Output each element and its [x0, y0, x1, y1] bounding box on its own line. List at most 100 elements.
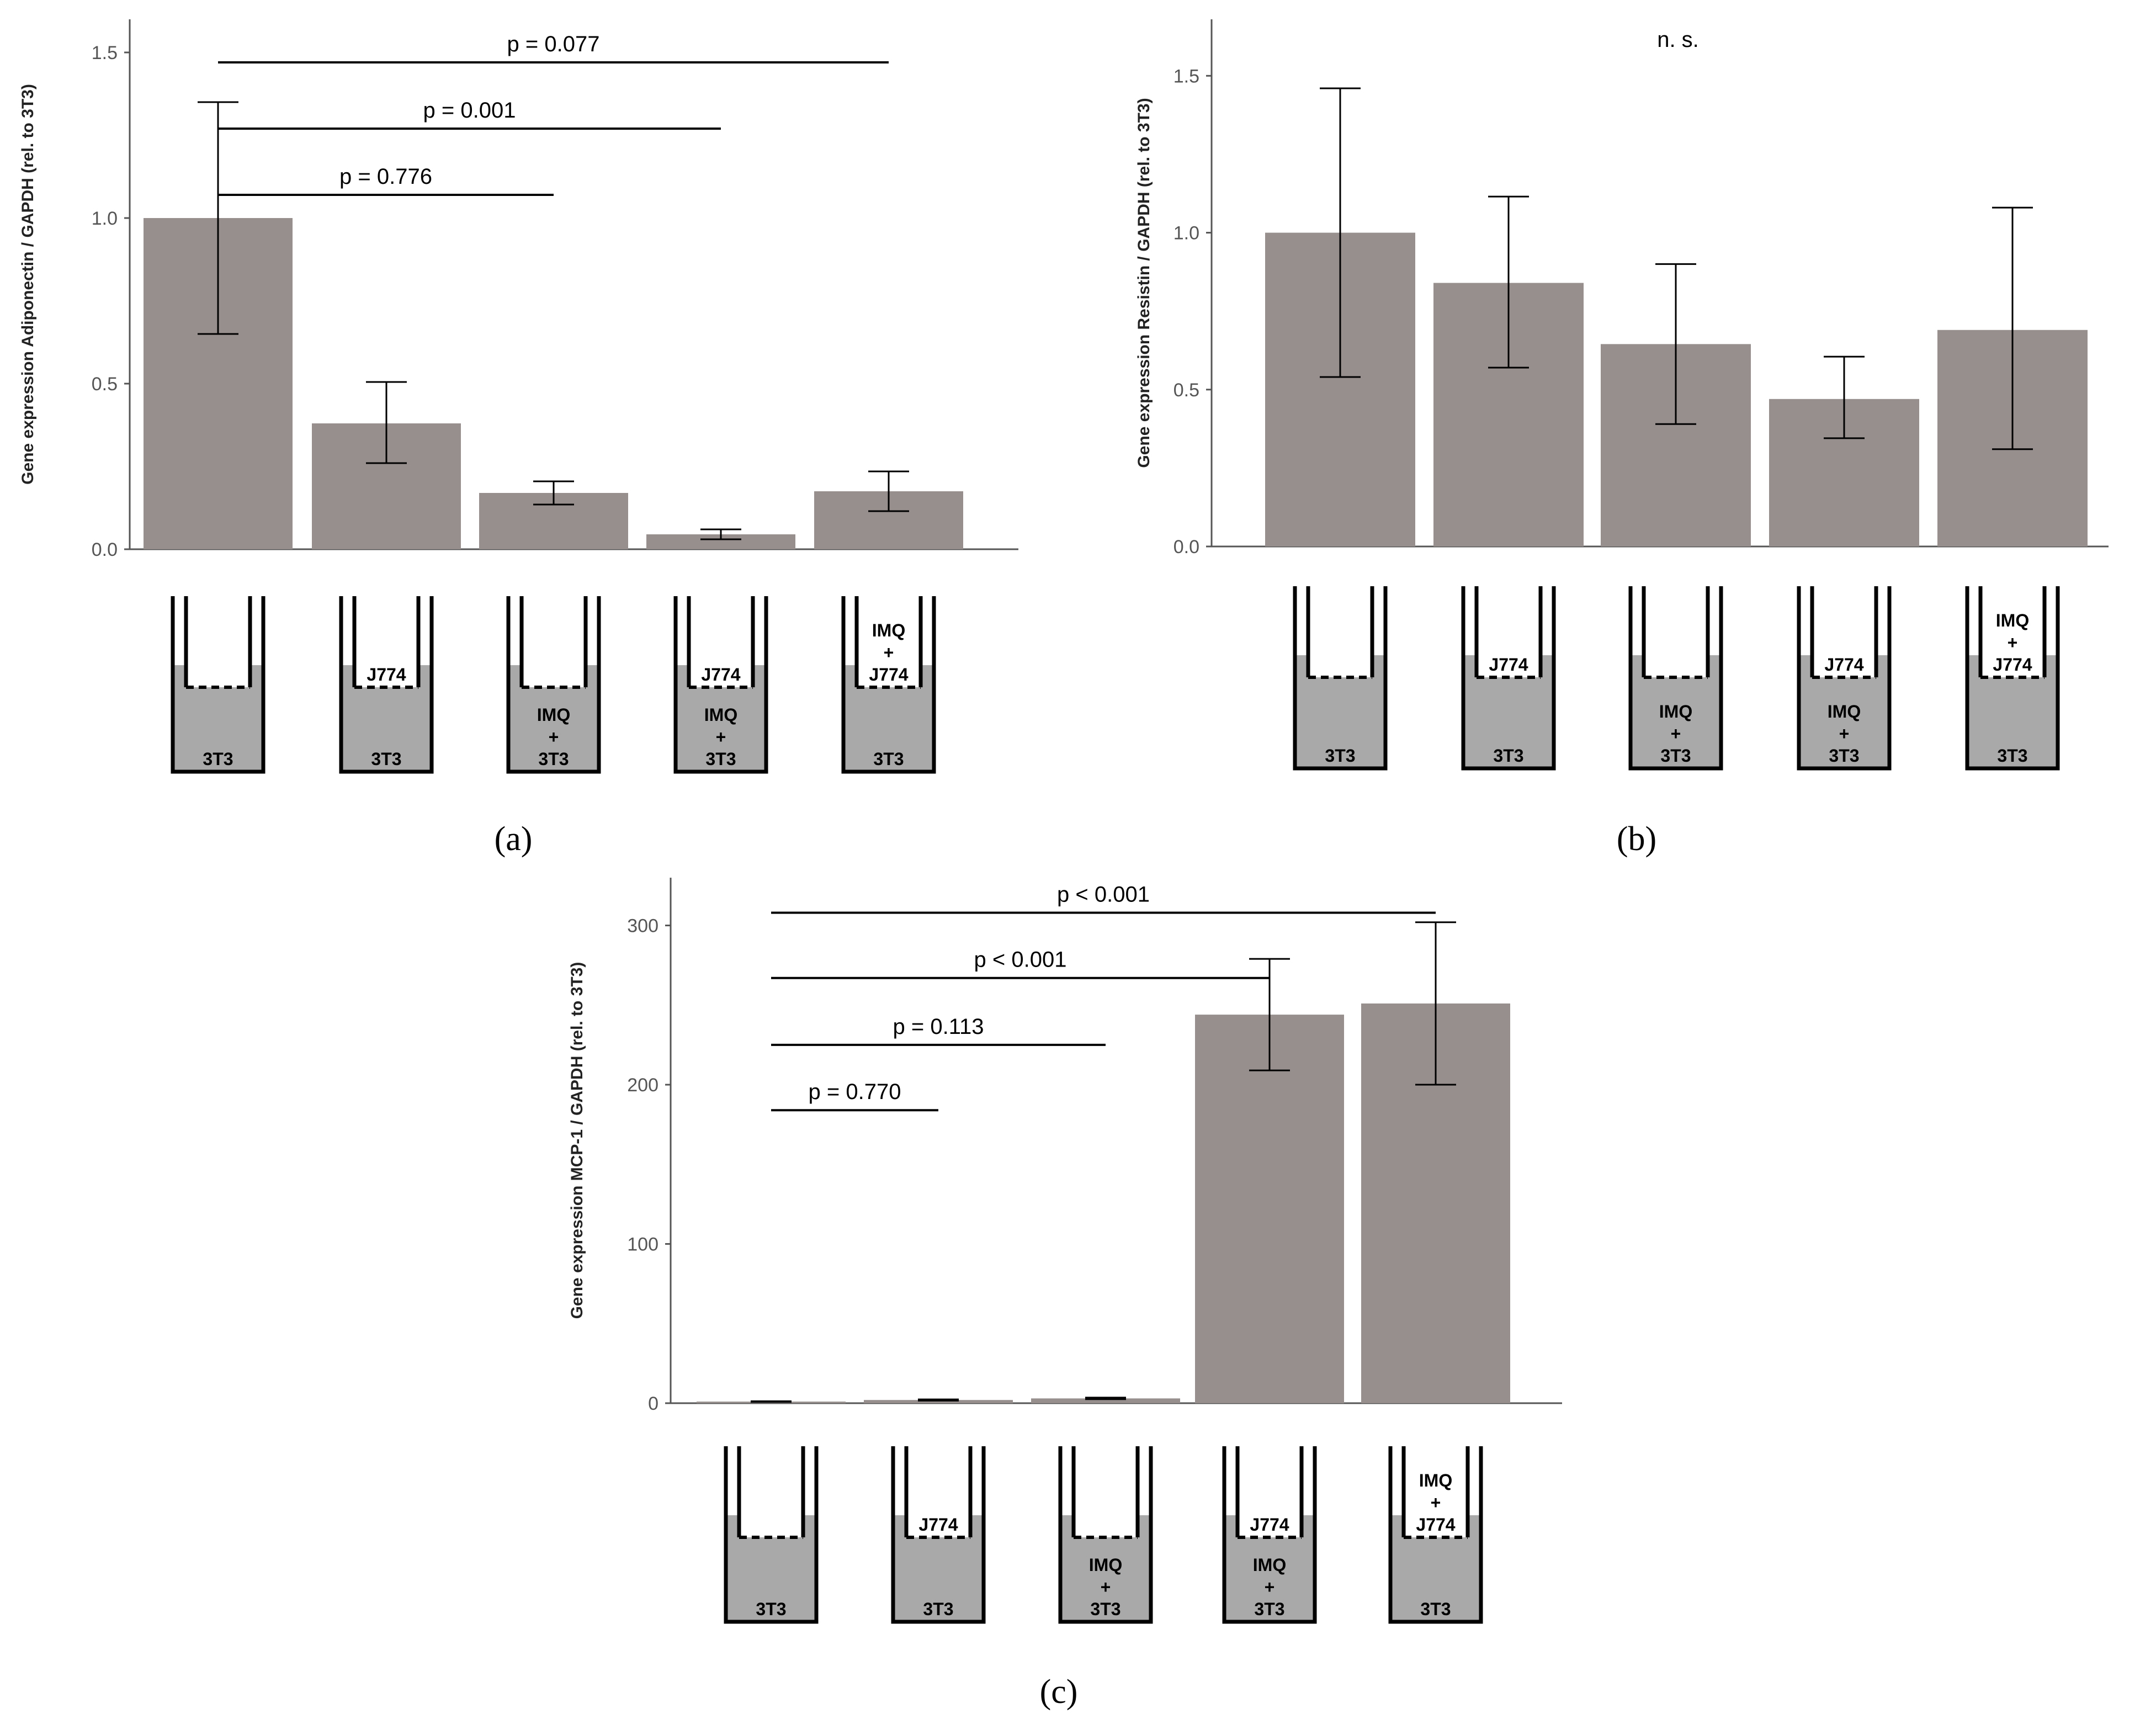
well-bottom-label: + [1265, 1577, 1275, 1597]
y-tick-label: 0.0 [1173, 537, 1199, 558]
well-bottom-label: + [1671, 724, 1681, 744]
well-bottom-label: IMQ [704, 705, 737, 725]
well-diagram: J774 IMQ+3T3 [1222, 1446, 1317, 1624]
well-insert-label: + [2008, 633, 2018, 652]
insert-space [1645, 586, 1706, 677]
well-outline [1388, 1446, 1483, 1624]
well-bottom-label: 3T3 [923, 1599, 953, 1619]
well-diagram: IMQ + J774 3T3 [1388, 1446, 1483, 1624]
well-diagram: IMQ + J774 3T3 [1965, 586, 2060, 771]
well-outline [1628, 586, 1723, 771]
well-bottom-label: 3T3 [1325, 746, 1355, 766]
insert-space [741, 1446, 801, 1537]
insert-space [1239, 1446, 1300, 1537]
y-tick-label: 1.5 [92, 43, 118, 63]
well-bottom-label: + [549, 727, 559, 747]
well-bottom-label: 3T3 [756, 1599, 786, 1619]
well-bottom-label: 3T3 [1997, 746, 2027, 766]
significance-label: p = 0.077 [507, 32, 600, 56]
bar [864, 1400, 1013, 1403]
well-bottom-label: 3T3 [1090, 1599, 1121, 1619]
well-outline [891, 1446, 986, 1624]
significance-label: p = 0.001 [423, 98, 516, 123]
well-insert-label: J774 [701, 665, 740, 684]
insert-space [1310, 586, 1371, 677]
insert-space [523, 596, 584, 687]
well-outline [1797, 586, 1892, 771]
well-outline [1965, 586, 2060, 771]
well-bottom-label: 3T3 [705, 749, 736, 769]
y-axis-label: Gene expression Resistin / GAPDH (rel. t… [1135, 98, 1153, 468]
well-bottom-label: + [1101, 1577, 1111, 1597]
well-diagram: 3T3 [1293, 586, 1388, 771]
panel-label: (b) [1617, 820, 1656, 858]
panel-b-chart: 0.0 0.5 1.0 1.5 Gene expression Resistin / G… [1135, 19, 2109, 858]
insert-space [908, 1446, 969, 1537]
well-insert-label: J774 [1824, 655, 1863, 675]
well-outline [1222, 1446, 1317, 1624]
well-bottom-label: IMQ [1089, 1555, 1122, 1575]
well-bottom-label: + [1839, 724, 1850, 744]
well-outline [1293, 586, 1388, 771]
well-insert-label: J774 [1993, 655, 2032, 675]
significance-label: p < 0.001 [1057, 882, 1150, 906]
well-outline [724, 1446, 819, 1624]
well-insert-label: J774 [869, 665, 908, 684]
well-outline [339, 596, 434, 774]
well-diagram: J774 3T3 [891, 1446, 986, 1624]
y-tick-label: 200 [627, 1075, 659, 1096]
well-insert-label: J774 [1416, 1515, 1455, 1535]
y-tick-label: 1.0 [1173, 223, 1199, 244]
well-insert-label: IMQ [872, 620, 905, 640]
well-bottom-label: 3T3 [1420, 1599, 1451, 1619]
well-outline [1058, 1446, 1153, 1624]
well-insert-label: IMQ [1996, 611, 2029, 630]
well-outline [1461, 586, 1556, 771]
y-tick-label: 0.0 [92, 539, 118, 560]
well-bottom-label: 3T3 [203, 749, 233, 769]
y-tick-label: 300 [627, 916, 659, 937]
insert-space [1405, 1446, 1466, 1537]
insert-space [858, 596, 919, 687]
well-diagram: 3T3 [724, 1446, 819, 1624]
well-diagram: J774 3T3 [339, 596, 434, 774]
annotation-label: n. s. [1657, 28, 1699, 52]
y-tick-label: 0.5 [1173, 380, 1199, 401]
well-bottom-label: 3T3 [538, 749, 569, 769]
well-insert-label: J774 [367, 665, 406, 684]
significance-label: p = 0.770 [809, 1080, 901, 1104]
well-diagram: 3T3 [171, 596, 265, 774]
well-diagram: IMQ+3T3 [1628, 586, 1723, 771]
well-diagram: J774 3T3 [1461, 586, 1556, 771]
well-bottom-label: 3T3 [371, 749, 401, 769]
y-axis-label: Gene expression Adiponectin / GAPDH (rel… [19, 84, 37, 485]
insert-space [356, 596, 417, 687]
y-tick-label: 1.0 [92, 208, 118, 229]
well-insert-label: J774 [1250, 1515, 1289, 1535]
significance-label: p < 0.001 [974, 948, 1067, 972]
well-outline [506, 596, 601, 774]
well-insert-label: + [884, 643, 894, 662]
y-tick-label: 100 [627, 1234, 659, 1255]
well-bottom-label: 3T3 [1829, 746, 1859, 766]
insert-space [1478, 586, 1539, 677]
significance-label: p = 0.113 [893, 1015, 984, 1039]
well-outline [171, 596, 265, 774]
y-tick-label: 0.5 [92, 374, 118, 395]
well-insert-label: IMQ [1419, 1471, 1452, 1490]
well-bottom-label: 3T3 [1254, 1599, 1284, 1619]
well-bottom-label: IMQ [537, 705, 570, 725]
well-diagram: IMQ + J774 3T3 [841, 596, 936, 774]
well-outline [673, 596, 768, 774]
y-axis-label: Gene expression MCP-1 / GAPDH (rel. to 3… [568, 962, 586, 1319]
insert-space [691, 596, 751, 687]
insert-space [1982, 586, 2043, 677]
well-bottom-label: 3T3 [873, 749, 904, 769]
insert-space [188, 596, 248, 687]
well-bottom-label: IMQ [1253, 1555, 1286, 1575]
panel-label: (a) [495, 820, 533, 858]
well-diagram: IMQ+3T3 [1058, 1446, 1153, 1624]
